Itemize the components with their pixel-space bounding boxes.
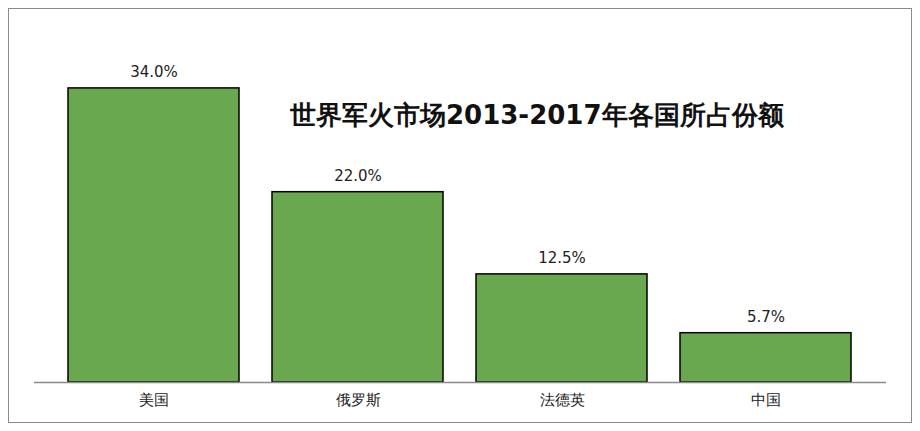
svg-text:俄罗斯: 俄罗斯 <box>336 391 381 409</box>
svg-text:中国: 中国 <box>751 391 781 409</box>
svg-text:12.5%: 12.5% <box>538 249 586 267</box>
svg-text:5.7%: 5.7% <box>747 308 785 326</box>
svg-text:34.0%: 34.0% <box>130 63 178 81</box>
svg-text:22.0%: 22.0% <box>334 167 382 185</box>
html-text:世界军火市场2013-2017年各国所占份额: 世界军火市场2013-2017年各国所占份额 <box>290 100 784 130</box>
svg-text:法德英: 法德英 <box>540 391 585 409</box>
svg-text:美国: 美国 <box>139 391 169 409</box>
